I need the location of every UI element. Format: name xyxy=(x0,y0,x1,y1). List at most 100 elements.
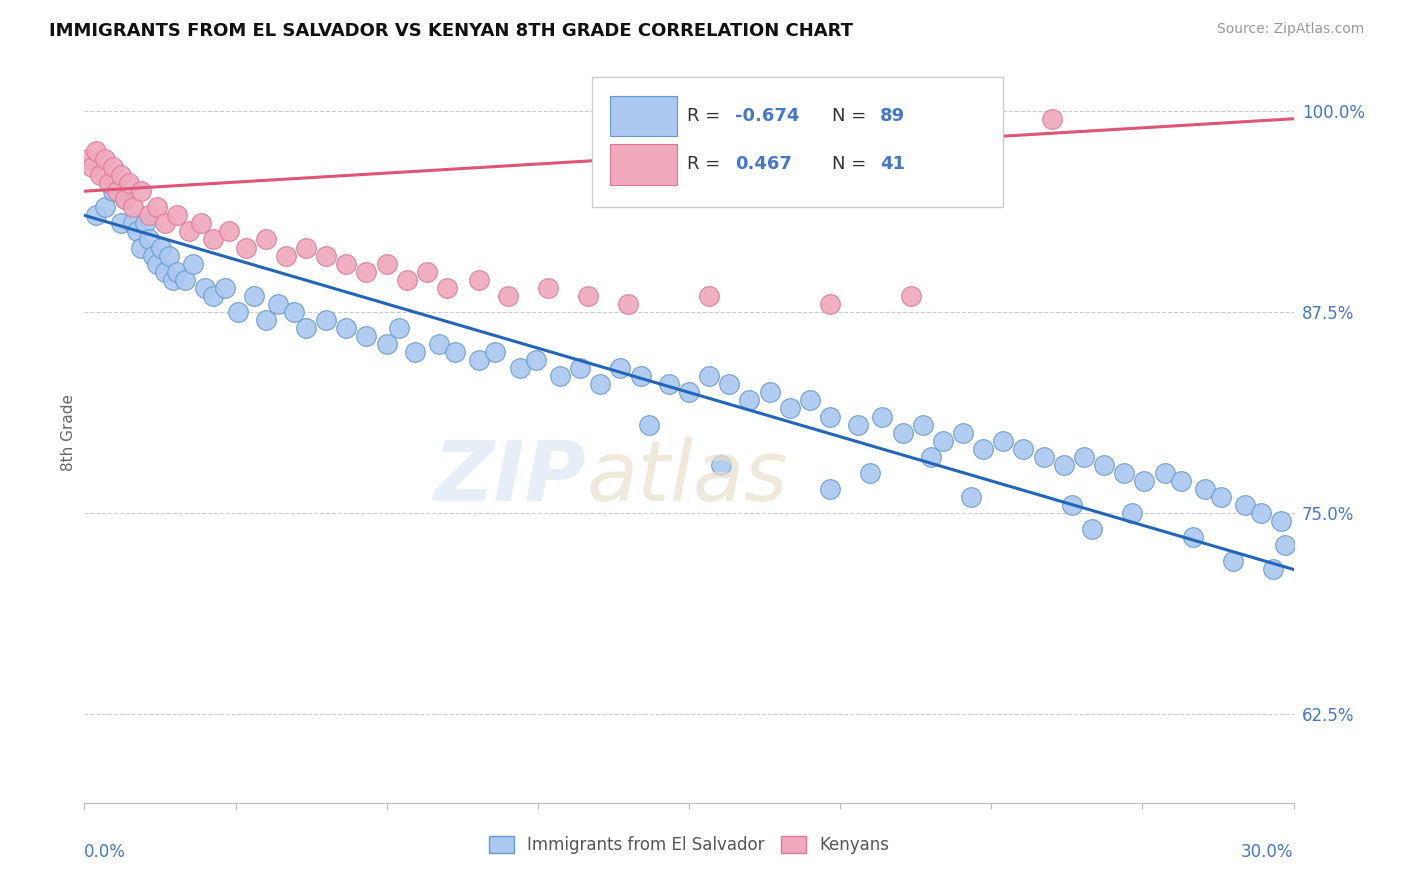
Point xyxy=(125,224,148,238)
Point xyxy=(468,353,491,368)
Text: IMMIGRANTS FROM EL SALVADOR VS KENYAN 8TH GRADE CORRELATION CHART: IMMIGRANTS FROM EL SALVADOR VS KENYAN 8T… xyxy=(49,22,853,40)
Point xyxy=(589,377,612,392)
Point xyxy=(93,152,115,166)
Point xyxy=(416,265,439,279)
Point xyxy=(162,273,184,287)
Point xyxy=(1181,530,1204,544)
Point xyxy=(82,160,104,174)
Point xyxy=(738,393,761,408)
Point xyxy=(444,345,467,359)
Point xyxy=(1222,554,1244,568)
Point xyxy=(226,305,249,319)
FancyBboxPatch shape xyxy=(592,78,1004,207)
Point xyxy=(1133,474,1156,488)
Point xyxy=(818,482,841,496)
Point xyxy=(283,305,305,319)
Point xyxy=(254,232,277,246)
Point xyxy=(960,490,983,504)
Point xyxy=(274,249,297,263)
Point xyxy=(89,168,111,182)
Point xyxy=(972,442,994,456)
Point xyxy=(202,289,225,303)
Point xyxy=(388,321,411,335)
Point xyxy=(315,249,337,263)
Point xyxy=(952,425,974,440)
Point xyxy=(548,369,571,384)
Point xyxy=(509,361,531,376)
Point xyxy=(1092,458,1115,472)
Point xyxy=(149,240,172,254)
Point xyxy=(468,273,491,287)
Point xyxy=(1170,474,1192,488)
Point xyxy=(121,200,143,214)
Point xyxy=(697,369,720,384)
Point xyxy=(993,434,1015,448)
Text: ZIP: ZIP xyxy=(433,436,586,517)
Point xyxy=(484,345,506,359)
Point xyxy=(1114,466,1136,480)
Point xyxy=(138,232,160,246)
Point xyxy=(395,273,418,287)
Point xyxy=(295,321,318,335)
Point xyxy=(758,385,780,400)
Point xyxy=(86,208,108,222)
Text: 0.467: 0.467 xyxy=(735,155,792,173)
FancyBboxPatch shape xyxy=(610,144,676,185)
Point xyxy=(1040,112,1063,126)
Point xyxy=(105,184,128,198)
Point xyxy=(617,297,640,311)
Point xyxy=(1263,562,1285,576)
Point xyxy=(153,265,176,279)
Text: 41: 41 xyxy=(880,155,905,173)
Point xyxy=(242,289,264,303)
Point xyxy=(93,200,115,214)
FancyBboxPatch shape xyxy=(610,95,676,136)
Point xyxy=(335,257,357,271)
Text: R =: R = xyxy=(686,155,725,173)
Point xyxy=(537,281,560,295)
Point xyxy=(1153,466,1175,480)
Point xyxy=(157,249,180,263)
Point xyxy=(214,281,236,295)
Point xyxy=(846,417,869,432)
Text: -0.674: -0.674 xyxy=(735,107,799,125)
Legend: Immigrants from El Salvador, Kenyans: Immigrants from El Salvador, Kenyans xyxy=(482,830,896,861)
Point xyxy=(134,216,156,230)
Point xyxy=(315,313,337,327)
Point xyxy=(1053,458,1076,472)
Text: R =: R = xyxy=(686,107,725,125)
Point xyxy=(678,385,700,400)
Point xyxy=(1073,450,1095,464)
Point xyxy=(110,216,132,230)
Point xyxy=(1234,498,1257,512)
Point xyxy=(1209,490,1232,504)
Point xyxy=(86,144,108,158)
Point xyxy=(235,240,257,254)
Point xyxy=(114,192,136,206)
Point xyxy=(97,176,120,190)
Point xyxy=(1274,538,1296,552)
Text: N =: N = xyxy=(831,155,872,173)
Point xyxy=(194,281,217,295)
Point xyxy=(1250,506,1272,520)
Point xyxy=(356,329,378,343)
Point xyxy=(138,208,160,222)
Point xyxy=(267,297,290,311)
Point xyxy=(932,434,955,448)
Point xyxy=(718,377,741,392)
Point xyxy=(524,353,547,368)
Point xyxy=(900,289,922,303)
Point xyxy=(799,393,821,408)
Point xyxy=(375,257,398,271)
Text: 30.0%: 30.0% xyxy=(1241,843,1294,861)
Point xyxy=(697,289,720,303)
Point xyxy=(872,409,894,424)
Point xyxy=(179,224,201,238)
Point xyxy=(576,289,599,303)
Point xyxy=(254,313,277,327)
Point xyxy=(891,425,914,440)
Point xyxy=(496,289,519,303)
Point xyxy=(121,216,143,230)
Point xyxy=(1081,522,1104,536)
Point xyxy=(427,337,450,351)
